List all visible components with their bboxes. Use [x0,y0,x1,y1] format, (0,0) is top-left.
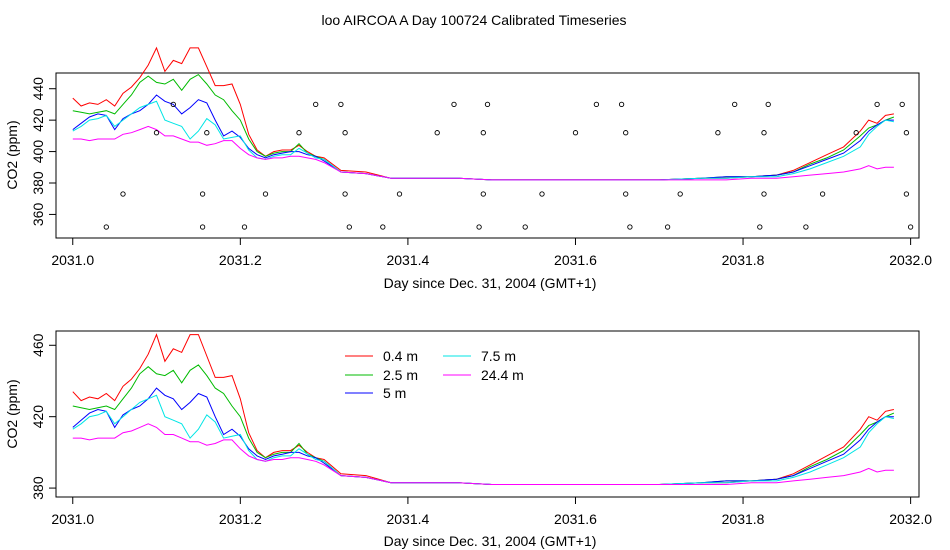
legend-label: 0.4 m [383,348,418,364]
top-x-axis: 2031.0 2031.2 2031.4 2031.6 2031.8 2032.0 [51,238,932,268]
diagnostic-point [346,224,352,230]
diagnostic-point [623,191,629,197]
bottom-y-axis: 380 420 460 [30,333,56,500]
bottom-x-axis-label: Day since Dec. 31, 2004 (GMT+1) [384,533,597,549]
legend-label: 5 m [383,385,406,401]
diagnostic-point [199,224,206,230]
diagnostic-point [480,191,486,197]
diagnostic-point [380,224,386,230]
diagnostic-point [903,130,910,136]
x-tick-label: 2031.0 [51,252,94,268]
diagnostic-point [874,101,880,108]
diagnostic-point [593,101,600,108]
top-diagnostic-points [103,101,914,230]
top-plot-frame [55,72,920,239]
legend-label: 24.4 m [481,367,524,383]
legend-label: 7.5 m [481,348,516,364]
y-tick-label: 380 [30,171,46,195]
y-tick-label: 400 [30,140,46,164]
diagnostic-point [761,130,767,136]
y-tick-label: 440 [30,77,46,101]
x-tick-label: 2031.4 [386,511,429,527]
diagnostic-point [819,191,826,197]
legend-label: 2.5 m [383,367,418,383]
diagnostic-point [572,130,579,136]
diagnostic-point [664,224,671,230]
bottom-legend: 0.4 m 2.5 m 5 m 7.5 m 24.4 m [345,348,524,401]
diagnostic-point [803,224,809,230]
top-x-axis-label: Day since Dec. 31, 2004 (GMT+1) [384,275,597,291]
diagnostic-point [484,101,491,108]
x-tick-label: 2032.0 [889,252,932,268]
series-line-2-5-m [72,73,895,181]
diagnostic-point [618,101,625,108]
diagnostic-point [342,191,348,197]
series-line-7-5-m [72,100,894,181]
diagnostic-point [396,191,403,197]
diagnostic-point [170,101,176,108]
diagnostic-point [899,101,905,108]
x-tick-label: 2031.6 [554,252,597,268]
series-line-5-m [72,387,894,485]
x-tick-label: 2031.8 [722,511,765,527]
bottom-y-axis-label: CO2 (ppm) [4,379,20,448]
top-y-axis: 360 380 400 420 440 [30,77,56,226]
diagnostic-point [853,130,859,136]
diagnostic-point [204,130,210,136]
diagnostic-point [199,191,206,197]
diagnostic-point [522,224,528,230]
x-tick-label: 2031.0 [51,511,94,527]
figure-title: loo AIRCOA A Day 100724 Calibrated Times… [321,12,626,28]
diagnostic-point [338,101,344,108]
x-tick-label: 2032.0 [889,511,932,527]
x-tick-label: 2031.2 [219,252,262,268]
diagnostic-point [903,191,910,197]
x-tick-label: 2031.2 [219,511,262,527]
x-tick-label: 2031.8 [722,252,765,268]
series-line-24-4-m [72,125,894,181]
bottom-panel: 2031.0 2031.2 2031.4 2031.6 2031.8 2032.0 380… [4,330,932,549]
diagnostic-point [313,101,319,108]
diagnostic-point [120,191,126,197]
series-line-24-4-m [72,423,894,485]
diagnostic-point [262,191,269,197]
y-tick-label: 380 [30,476,46,500]
diagnostic-point [296,130,302,136]
top-series-lines [72,46,895,181]
diagnostic-point [627,224,633,230]
diagnostic-point [241,224,248,230]
diagnostic-point [907,224,914,230]
diagnostic-point [765,101,771,108]
diagnostic-point [677,191,683,197]
top-panel: 2031.0 2031.2 2031.4 2031.6 2031.8 2032.0 360… [4,46,932,291]
diagnostic-point [539,191,545,197]
diagnostic-point [153,130,160,136]
series-line-7-5-m [72,394,895,485]
diagnostic-point [480,130,486,136]
y-tick-label: 420 [30,108,46,132]
y-tick-label: 420 [30,405,46,429]
top-y-axis-label: CO2 (ppm) [4,120,20,189]
diagnostic-point [103,224,109,230]
diagnostic-point [623,130,629,136]
diagnostic-point [451,101,457,108]
x-tick-label: 2031.6 [554,511,597,527]
series-line-0-4-m [72,46,894,181]
diagnostic-point [732,101,738,108]
diagnostic-point [434,130,440,136]
y-tick-label: 460 [30,333,46,357]
diagnostic-point [715,130,721,136]
bottom-series-lines [72,333,895,485]
bottom-x-axis: 2031.0 2031.2 2031.4 2031.6 2031.8 2032.0 [51,497,932,527]
diagnostic-point [476,224,482,230]
diagnostic-point [761,191,767,197]
bottom-plot-frame [55,330,920,498]
series-line-5-m [72,94,894,181]
diagnostic-point [342,130,348,136]
y-tick-label: 360 [30,203,46,227]
diagnostic-point [757,224,763,230]
x-tick-label: 2031.4 [386,252,429,268]
